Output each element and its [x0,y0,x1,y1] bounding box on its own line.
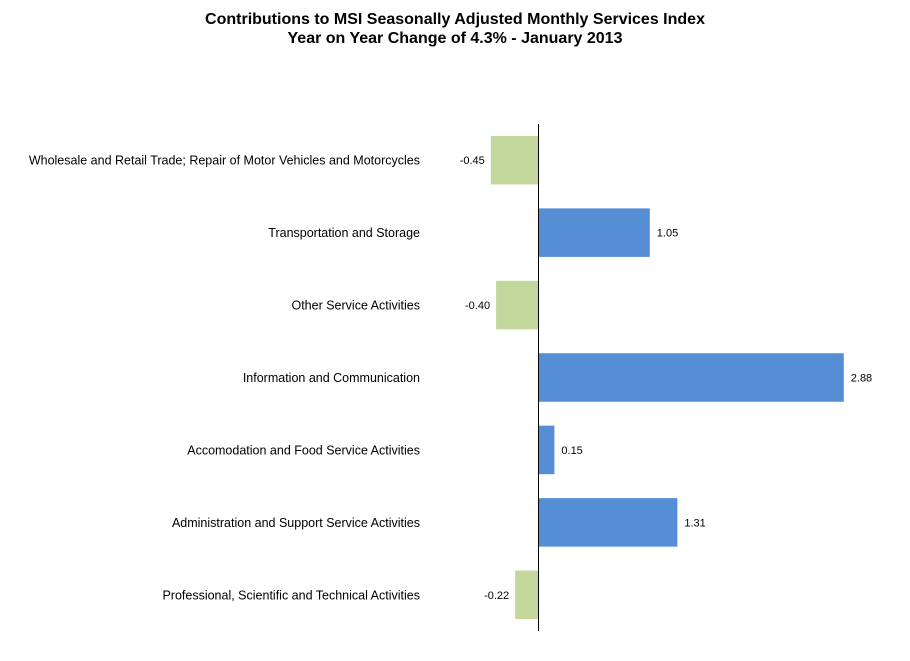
value-label-2: -0.40 [465,300,490,312]
value-labels-group: -0.45 1.05 -0.40 2.88 0.15 1.31 -0.22 [460,155,872,602]
value-label-5: 1.31 [684,517,705,529]
bar-2 [496,280,539,330]
category-label-1: Transportation and Storage [268,226,420,240]
bar-3 [538,353,844,402]
category-label-3: Information and Communication [243,371,420,385]
bar-1 [538,208,650,257]
category-label-2: Other Service Activities [291,299,420,313]
value-label-1: 1.05 [657,228,678,240]
chart-title-line: Contributions to MSI Seasonally Adjusted… [205,11,705,28]
value-label-0: -0.45 [460,155,485,167]
category-labels-group: Wholesale and Retail Trade; Repair of Mo… [29,154,420,603]
value-label-6: -0.22 [484,590,509,602]
bar-0 [490,135,539,185]
category-label-5: Administration and Support Service Activ… [172,516,420,530]
bar-6 [515,570,539,620]
bar-4 [538,425,555,475]
category-label-6: Professional, Scientific and Technical A… [162,588,420,602]
chart-subtitle-line: Year on Year Change of 4.3% - January 20… [287,30,623,47]
bars-group [490,135,844,620]
category-label-4: Accomodation and Food Service Activities [187,443,420,457]
category-label-0: Wholesale and Retail Trade; Repair of Mo… [29,154,420,168]
value-label-3: 2.88 [851,373,872,385]
bar-5 [538,498,678,547]
chart-title: Contributions to MSI Seasonally Adjusted… [0,10,910,48]
value-label-4: 0.15 [561,445,582,457]
